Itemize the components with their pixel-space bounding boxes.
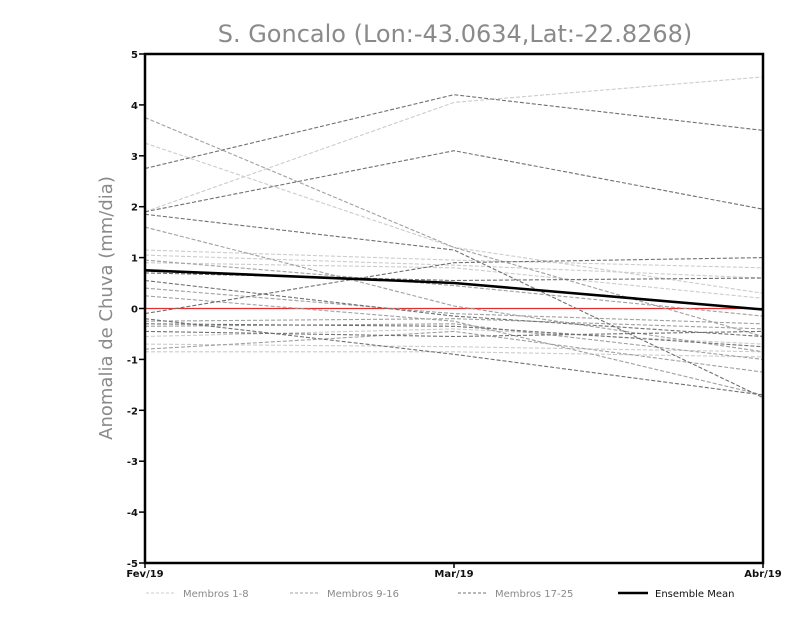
series-member-18 (144, 150, 764, 213)
y-tick-label: 5 (131, 50, 138, 61)
series-member-24 (144, 330, 764, 338)
series-member-23 (144, 323, 764, 348)
series-member-19 (144, 213, 764, 399)
legend-label: Membros 9-16 (327, 589, 399, 600)
y-tick-label: 0 (131, 305, 138, 316)
legend-label: Membros 17-25 (495, 589, 573, 600)
series-member-17 (144, 94, 764, 170)
series-member-11 (144, 259, 764, 317)
series-member-10 (144, 226, 764, 353)
y-tick-label: -1 (127, 355, 138, 366)
y-tick-label: 1 (131, 254, 138, 265)
x-tick-label: Fev/19 (126, 569, 163, 580)
series-member-15 (144, 323, 764, 360)
y-axis-label: Anomalia de Chuva (mm/dia) (96, 176, 117, 440)
y-tick-label: -2 (127, 406, 138, 417)
series-member-6 (144, 328, 764, 345)
series-member-22 (144, 257, 764, 315)
series-member-16 (144, 330, 764, 373)
series-member-8 (145, 351, 764, 358)
series-member-25 (144, 318, 764, 396)
y-tick-label: -3 (127, 457, 138, 468)
series-ensemble-mean (144, 269, 764, 311)
series-member-14 (144, 318, 764, 330)
y-tick-label: 4 (131, 101, 138, 112)
legend-label: Ensemble Mean (655, 589, 734, 600)
series-member-21 (144, 279, 764, 338)
series-member-5 (144, 262, 764, 299)
series-member-4 (144, 254, 764, 279)
series-member-13 (144, 295, 764, 396)
chart-title: S. Goncalo (Lon:-43.0634,Lat:-22.8268) (218, 20, 693, 48)
legend-label: Membros 1-8 (183, 589, 249, 600)
y-tick-label: -4 (127, 508, 138, 519)
series-member-7 (144, 343, 764, 353)
series-member-9 (144, 117, 764, 338)
y-tick-label: 3 (131, 152, 138, 163)
x-tick-label: Mar/19 (434, 569, 473, 580)
y-tick-label: -5 (127, 559, 138, 570)
series-member-1 (144, 76, 764, 213)
x-tick-label: Abr/19 (744, 569, 781, 580)
y-tick-label: 2 (131, 203, 138, 214)
series-member-3 (144, 249, 764, 269)
series-member-2 (144, 142, 764, 294)
